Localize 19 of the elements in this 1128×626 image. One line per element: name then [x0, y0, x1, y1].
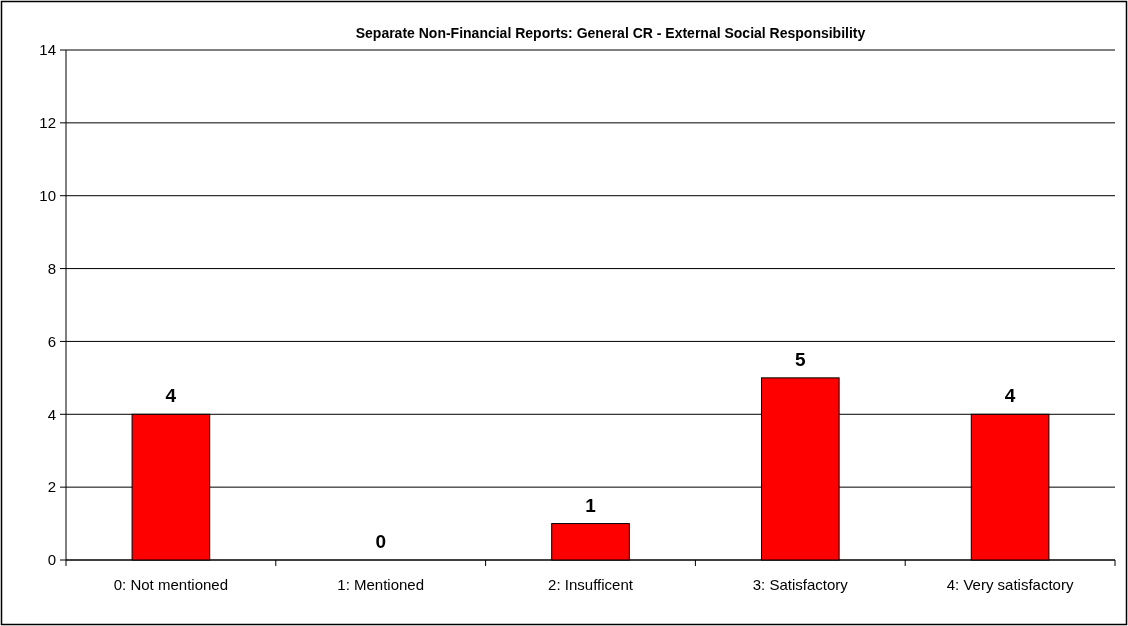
y-tick-label: 14 — [39, 41, 56, 59]
y-tick-label: 4 — [47, 405, 56, 423]
y-tick-label: 2 — [47, 478, 56, 496]
data-label: 5 — [795, 348, 807, 370]
y-tick-label: 8 — [47, 259, 56, 277]
data-label: 4 — [165, 385, 177, 407]
data-label: 4 — [1004, 385, 1016, 407]
y-tick-label: 6 — [47, 332, 56, 350]
data-label: 0 — [375, 531, 386, 552]
x-tick-label: 3: Satisfactory — [752, 576, 849, 593]
y-tick-label: 12 — [39, 114, 56, 132]
chart-title: Separate Non-Financial Reports: General CR - External Social Responsibility — [355, 25, 866, 41]
x-tick-label: 4: Very satisfactory — [946, 576, 1074, 593]
data-label: 1 — [585, 494, 597, 516]
x-tick-label: 1: Mentioned — [337, 576, 425, 593]
x-tick-label: 0: Not mentioned — [113, 576, 229, 593]
x-tick-label: 2: Insufficent — [548, 576, 634, 593]
y-tick-label: 10 — [39, 186, 56, 204]
y-tick-label: 0 — [47, 551, 56, 569]
